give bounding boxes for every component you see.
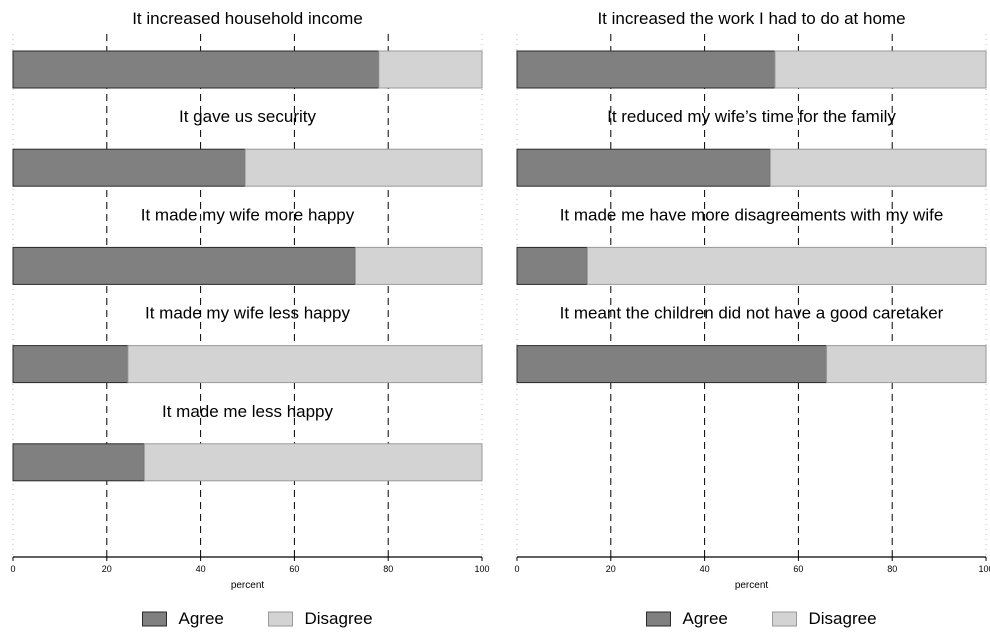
x-axis-title: percent	[735, 580, 769, 591]
bar-disagree	[127, 345, 483, 384]
bar-disagree	[378, 50, 483, 89]
legend-swatch-agree	[142, 611, 167, 627]
bar-agree	[516, 50, 776, 89]
x-tick-label: 60	[289, 564, 299, 574]
panel-title: It made me have more disagreements with …	[560, 205, 944, 224]
panel-title: It meant the children did not have a goo…	[560, 304, 944, 323]
x-tick-label: 20	[606, 564, 616, 574]
bar-agree	[12, 246, 356, 285]
x-tick-label: 20	[102, 564, 112, 574]
bar-agree	[12, 148, 246, 187]
x-tick-label: 80	[383, 564, 393, 574]
bar-agree	[12, 443, 145, 482]
legend-label-disagree: Disagree	[305, 609, 373, 628]
bar-disagree	[826, 345, 987, 384]
x-axis-title: percent	[231, 580, 265, 591]
bar-disagree	[354, 246, 483, 285]
panel-title: It made my wife more happy	[141, 205, 355, 224]
bar-disagree	[774, 50, 987, 89]
x-tick-label: 80	[887, 564, 897, 574]
bar-disagree	[244, 148, 483, 187]
x-tick-label: 100	[978, 564, 990, 574]
bar-agree	[12, 345, 129, 384]
bar-disagree	[769, 148, 987, 187]
bar-disagree	[586, 246, 987, 285]
panel-title: It made me less happy	[162, 402, 334, 421]
bar-agree	[516, 246, 588, 285]
x-tick-label: 60	[793, 564, 803, 574]
bar-agree	[516, 345, 828, 384]
bar-agree	[516, 148, 771, 187]
legend-label-agree: Agree	[683, 609, 728, 628]
legend-swatch-disagree	[772, 611, 797, 627]
x-tick-label: 0	[514, 564, 519, 574]
x-tick-label: 0	[10, 564, 15, 574]
panel-title: It reduced my wife’s time for the family	[607, 107, 896, 126]
x-tick-label: 40	[196, 564, 206, 574]
legend-swatch-agree	[646, 611, 671, 627]
legend-swatch-disagree	[268, 611, 293, 627]
bar-agree	[12, 50, 380, 89]
legend-label-disagree: Disagree	[809, 609, 877, 628]
panel-title: It gave us security	[179, 107, 317, 126]
x-tick-label: 100	[474, 564, 489, 574]
panel-title: It increased the work I had to do at hom…	[597, 9, 905, 28]
legend-label-agree: Agree	[179, 609, 224, 628]
panel-title: It increased household income	[132, 9, 363, 28]
panel-title: It made my wife less happy	[145, 304, 351, 323]
x-tick-label: 40	[700, 564, 710, 574]
bar-disagree	[143, 443, 483, 482]
